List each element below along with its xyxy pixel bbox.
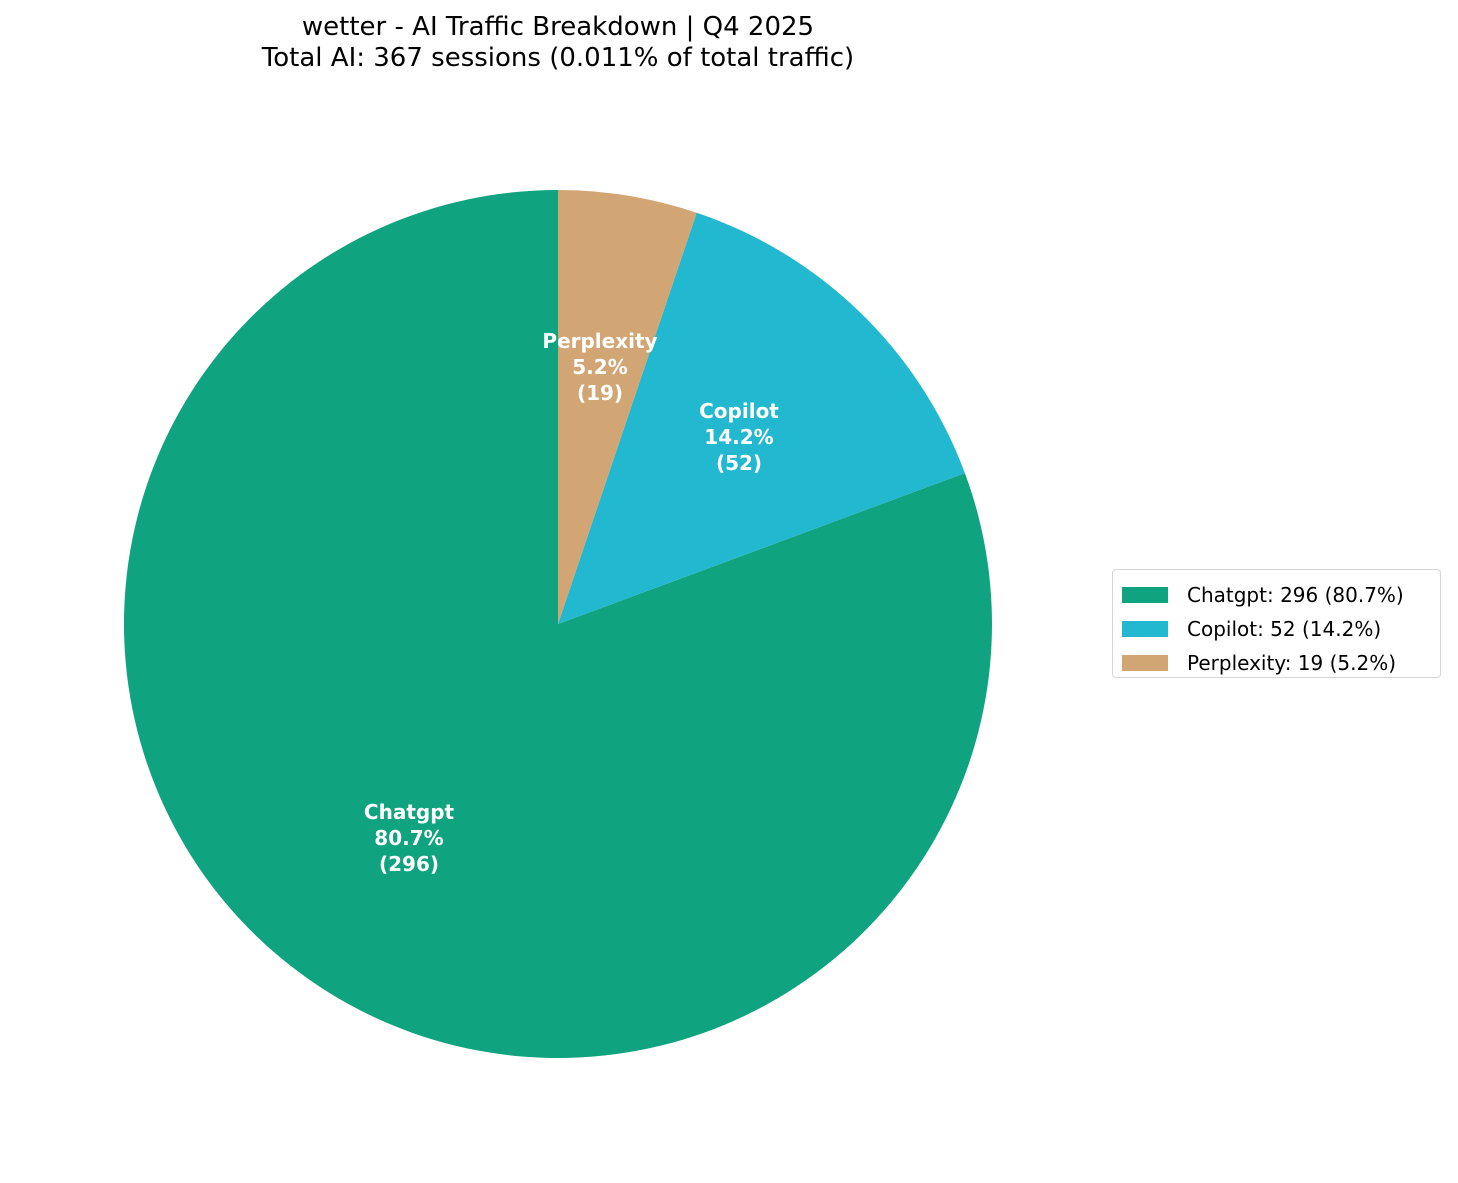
chart-title: wetter - AI Traffic Breakdown | Q4 2025 … xyxy=(0,12,1116,74)
slice-percent: 14.2% xyxy=(704,425,774,449)
slice-label-perplexity: Perplexity 5.2% (19) xyxy=(542,328,657,406)
legend-label: Perplexity: 19 (5.2%) xyxy=(1187,651,1397,675)
slice-label-chatgpt: Chatgpt 80.7% (296) xyxy=(364,799,454,877)
legend-swatch xyxy=(1122,621,1168,637)
slice-copilot xyxy=(558,212,965,624)
legend-item-copilot: Copilot: 52 (14.2%) xyxy=(1122,612,1440,646)
slice-count: (296) xyxy=(378,852,440,876)
legend-swatch xyxy=(1122,655,1168,671)
slice-count: (52) xyxy=(715,451,763,475)
slice-name: Copilot xyxy=(699,399,779,423)
chart-subtitle: Total AI: 367 sessions (0.011% of total … xyxy=(261,43,855,73)
slice-label-copilot: Copilot 14.2% (52) xyxy=(699,398,779,476)
slice-perplexity xyxy=(558,189,697,624)
legend-swatch xyxy=(1122,587,1168,603)
legend: Chatgpt: 296 (80.7%) Copilot: 52 (14.2%)… xyxy=(1112,569,1441,678)
slice-percent: 80.7% xyxy=(374,826,444,850)
slice-count: (19) xyxy=(576,381,624,405)
legend-label: Chatgpt: 296 (80.7%) xyxy=(1187,583,1404,607)
slice-percent: 5.2% xyxy=(572,355,628,379)
legend-item-perplexity: Perplexity: 19 (5.2%) xyxy=(1122,646,1440,680)
legend-label: Copilot: 52 (14.2%) xyxy=(1187,617,1382,641)
chart-title-line1: wetter - AI Traffic Breakdown | Q4 2025 xyxy=(301,12,815,42)
slice-name: Chatgpt xyxy=(363,800,455,824)
slice-name: Perplexity xyxy=(542,329,658,353)
legend-item-chatgpt: Chatgpt: 296 (80.7%) xyxy=(1122,578,1440,612)
slice-chatgpt xyxy=(123,190,992,1058)
